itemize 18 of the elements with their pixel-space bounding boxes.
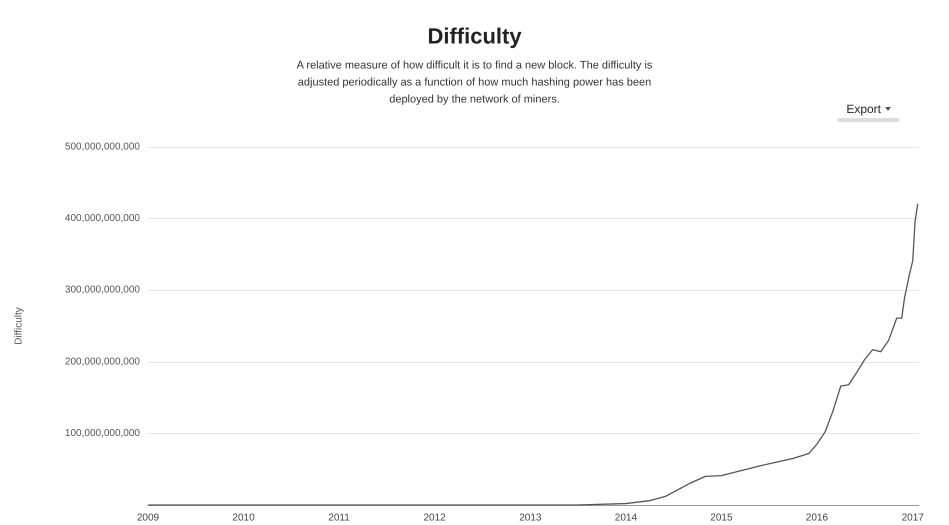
chart-title: Difficulty <box>427 24 522 48</box>
x-tick-label: 2015 <box>710 512 733 524</box>
y-tick-label: 400,000,000,000 <box>64 213 140 224</box>
x-tick-label: 2016 <box>806 512 828 524</box>
chart-subtitle: A relative measure of how difficult it is to find a new block. The difficulty is adjusted periodically as a function of how much hashing power has been deployed by the network of miners. <box>296 60 653 106</box>
x-tick-label: 2009 <box>136 512 160 524</box>
y-tick-label: 100,000,000,000 <box>64 428 140 439</box>
y-tick-label: 300,000,000,000 <box>64 284 140 296</box>
y-tick-label: 200,000,000,000 <box>64 356 140 368</box>
y-tick-label: 500,000,000,000 <box>64 142 140 152</box>
x-tick-label: 2013 <box>519 512 542 524</box>
x-tick-label: 2011 <box>328 512 350 524</box>
y-axis-title: Difficulty <box>14 307 24 345</box>
x-tick-label: 2017 <box>902 512 924 524</box>
x-tick-label: 2010 <box>232 512 256 524</box>
line-series <box>148 204 918 506</box>
x-tick-label: 2012 <box>423 512 446 524</box>
x-tick-label: 2014 <box>614 512 638 524</box>
